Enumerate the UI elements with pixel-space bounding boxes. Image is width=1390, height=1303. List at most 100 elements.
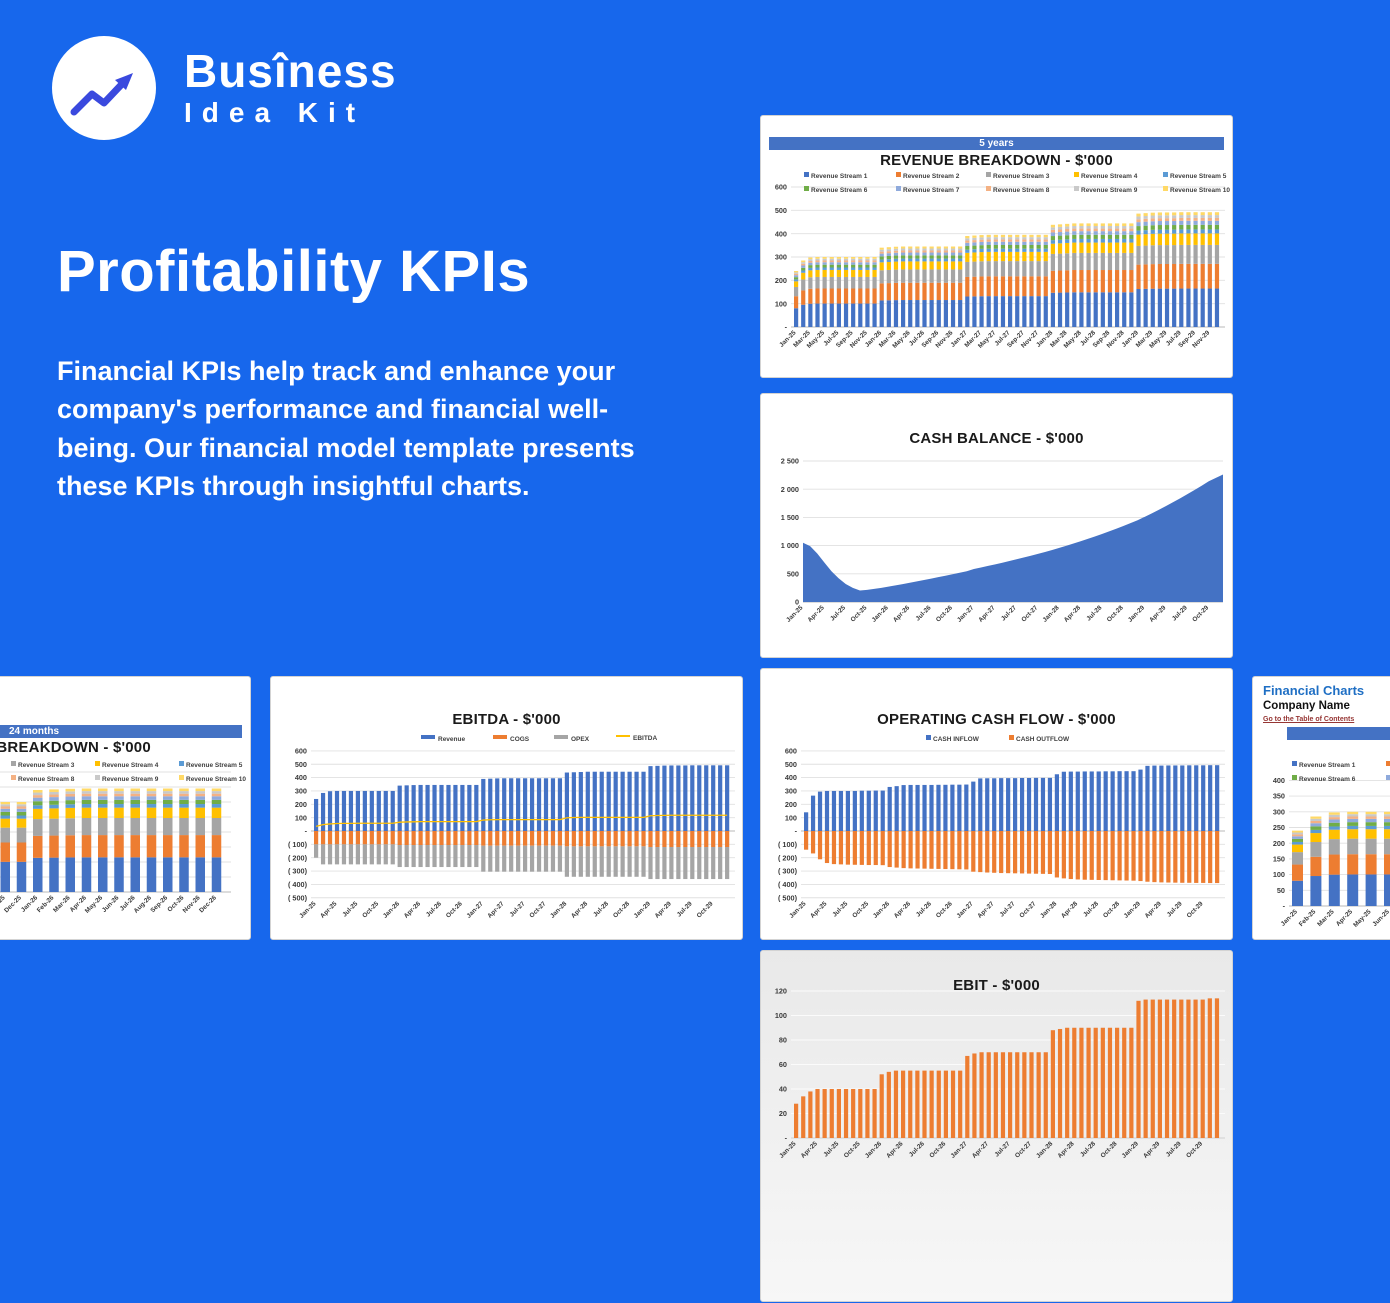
svg-text:Jan-25: Jan-25 — [778, 1140, 798, 1160]
svg-text:( 400): ( 400) — [288, 880, 308, 889]
area-series — [803, 474, 1223, 602]
legend-swatch — [179, 775, 184, 780]
svg-text:Apr-29: Apr-29 — [654, 900, 674, 920]
operating-cash-flow-card: OPERATING CASH FLOW - $'000 600 500 400 300… — [760, 668, 1233, 940]
svg-text:Jun-26: Jun-26 — [101, 894, 121, 914]
legend-item: COGS — [493, 735, 529, 743]
svg-text:Jan-27: Jan-27 — [956, 604, 976, 624]
stacked-bars — [0, 788, 222, 892]
svg-text:200: 200 — [775, 276, 787, 285]
legend-item: Revenue Stream 6 — [1292, 775, 1355, 783]
legend-swatch — [95, 761, 100, 766]
svg-text:May-26: May-26 — [84, 894, 105, 915]
svg-text:( 100): ( 100) — [288, 840, 308, 849]
svg-text:Jul-25: Jul-25 — [829, 604, 847, 622]
svg-text:500: 500 — [295, 760, 307, 769]
svg-text:Oct-29: Oct-29 — [1186, 900, 1205, 919]
xaxis-labels: Jan-25 Apr-25 Jul-25 Oct-25 Jan-26 Apr-26 Jul-… — [778, 1140, 1204, 1160]
svg-text:Oct-26: Oct-26 — [935, 900, 954, 919]
revenue-breakdown-5y-card: 5 years REVENUE BREAKDOWN - $'000 600 500… — [760, 115, 1233, 378]
xaxis-labels: Jan-25Feb-25Mar-25Apr-25May-25Jun-25Jul-… — [1280, 908, 1390, 929]
line-series — [315, 814, 728, 827]
svg-text:Jul-27: Jul-27 — [1000, 604, 1018, 622]
legend-swatch — [926, 735, 931, 740]
svg-text:Jul-27: Jul-27 — [508, 900, 526, 918]
svg-text:Oct-27: Oct-27 — [528, 900, 547, 919]
legend-swatch — [1163, 186, 1168, 191]
table-of-contents-link[interactable]: Go to the Table of Contents — [1263, 716, 1355, 723]
svg-text:Mar-25: Mar-25 — [1316, 908, 1336, 928]
revenue-breakdown-24m-plot: 40035030025020015010050-Jan-25Feb-25Mar-… — [0, 771, 231, 915]
svg-text:Jul-28: Jul-28 — [592, 900, 610, 918]
xaxis-labels: Jan-25Mar-25May-25Jul-25Sep-25Nov-25Jan-… — [778, 329, 1211, 350]
svg-text:250: 250 — [1273, 823, 1285, 832]
legend-item: Revenue Stream 3 — [11, 761, 74, 769]
svg-text:( 100): ( 100) — [778, 840, 798, 849]
svg-text:Jul-26: Jul-26 — [908, 1140, 926, 1158]
svg-text:60: 60 — [779, 1060, 787, 1069]
svg-text:300: 300 — [1273, 807, 1285, 816]
svg-text:Jul-27: Jul-27 — [998, 900, 1016, 918]
svg-text:Jan-27: Jan-27 — [949, 1140, 969, 1160]
legend-item: Revenue Stream 1 — [1292, 761, 1355, 769]
svg-text:Jun-25: Jun-25 — [1371, 908, 1390, 928]
svg-text:Jan-25: Jan-25 — [1280, 908, 1300, 928]
xaxis-labels: Jan-25 Apr-25 Jul-25 Oct-25 Jan-26 Apr-26 Jul-… — [785, 604, 1210, 624]
period-badge-5-years: 5 years — [769, 137, 1224, 150]
svg-text:Jan-27: Jan-27 — [465, 900, 485, 920]
legend-item: Revenue Stream 10 — [179, 775, 246, 783]
chart-title: REVENUE BREAKDOWN - $'000 — [0, 739, 151, 756]
brand-logo: Busîness Idea Kit — [52, 36, 397, 140]
svg-text:1 500: 1 500 — [781, 513, 799, 522]
svg-text:Jan-28: Jan-28 — [1035, 1140, 1055, 1160]
bars — [314, 765, 730, 831]
legend-item: Revenue Stream 2 — [1386, 761, 1390, 769]
svg-text:( 200): ( 200) — [778, 853, 798, 862]
svg-text:200: 200 — [785, 800, 797, 809]
svg-text:Jan-25: Jan-25 — [298, 900, 318, 920]
svg-text:200: 200 — [1273, 839, 1285, 848]
svg-text:2 000: 2 000 — [781, 485, 799, 494]
svg-text:Jan-29: Jan-29 — [1123, 900, 1143, 920]
svg-text:150: 150 — [1273, 855, 1285, 864]
svg-text:80: 80 — [779, 1036, 787, 1045]
svg-text:Apr-26: Apr-26 — [892, 604, 912, 624]
stacked-bars — [1292, 811, 1390, 906]
legend-item: CASH INFLOW — [926, 735, 979, 743]
legend-item: Revenue — [421, 735, 465, 743]
company-name: Company Name — [1263, 700, 1350, 712]
svg-text:40: 40 — [779, 1085, 787, 1094]
legend-item: Revenue Stream 2 — [896, 172, 959, 180]
svg-text:100: 100 — [1273, 870, 1285, 879]
svg-text:Jul-25: Jul-25 — [822, 1140, 840, 1158]
stacked-bars — [794, 212, 1220, 327]
svg-text:Oct-26: Oct-26 — [928, 1140, 947, 1159]
legend-item: Revenue Stream 9 — [1074, 186, 1137, 194]
svg-text:600: 600 — [775, 183, 787, 192]
svg-text:400: 400 — [1273, 776, 1285, 785]
svg-text:Jan-29: Jan-29 — [1127, 604, 1147, 624]
period-badge-24-months: 24 months — [0, 725, 242, 738]
svg-text:Jul-29: Jul-29 — [1171, 604, 1189, 622]
stacked-negative-bars — [314, 844, 730, 880]
svg-text:Apr-26: Apr-26 — [893, 900, 913, 920]
svg-text:( 200): ( 200) — [288, 853, 308, 862]
svg-text:-: - — [1283, 902, 1286, 911]
svg-text:500: 500 — [775, 206, 787, 215]
legend-item: Revenue Stream 5 — [179, 761, 242, 769]
legend-swatch — [554, 735, 568, 739]
svg-text:Oct-25: Oct-25 — [361, 900, 380, 919]
chart-title: CASH BALANCE - $'000 — [909, 430, 1084, 447]
legend-swatch — [421, 735, 435, 739]
svg-text:50: 50 — [1277, 886, 1285, 895]
svg-text:Jul-25: Jul-25 — [341, 900, 359, 918]
svg-text:( 300): ( 300) — [288, 867, 308, 876]
svg-text:May-25: May-25 — [1352, 908, 1373, 929]
svg-text:-: - — [785, 323, 788, 332]
svg-text:Jan-25: Jan-25 — [788, 900, 808, 920]
legend-item: Revenue Stream 4 — [95, 761, 158, 769]
legend-swatch — [493, 735, 507, 739]
svg-text:( 500): ( 500) — [288, 893, 308, 902]
xaxis-labels: Jan-25 Apr-25 Jul-25 Oct-25 Jan-26 Apr-26 Jul-… — [298, 900, 715, 920]
